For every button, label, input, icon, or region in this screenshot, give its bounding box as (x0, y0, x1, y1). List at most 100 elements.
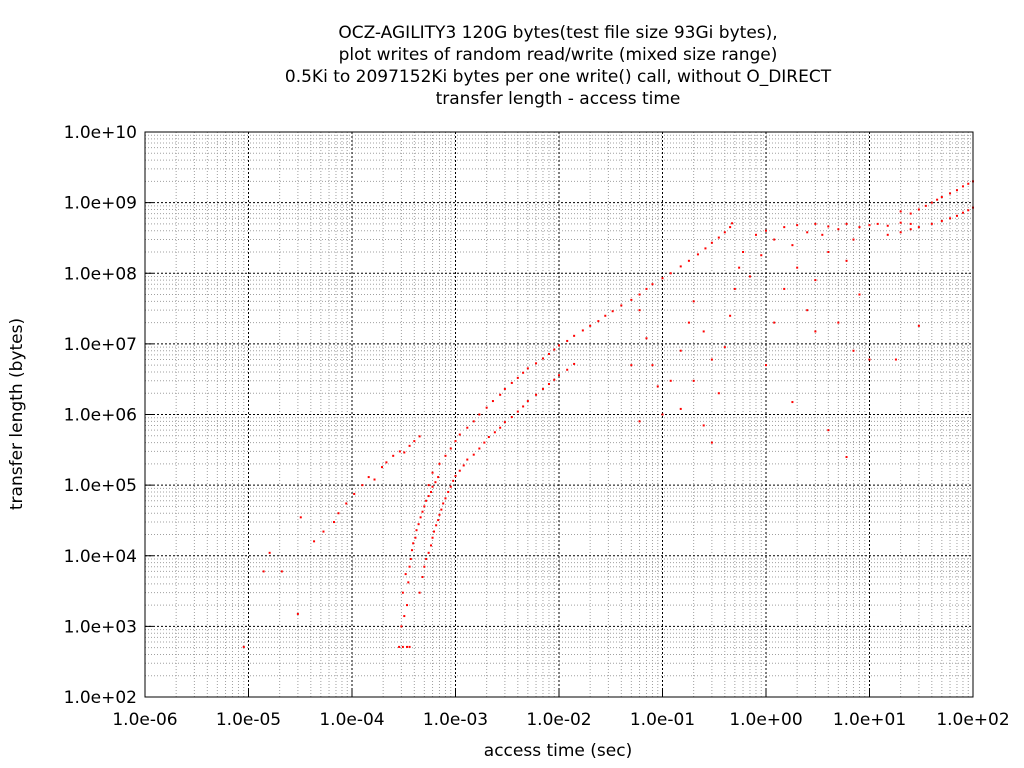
data-point (620, 304, 623, 307)
x-axis-label: access time (sec) (484, 741, 632, 761)
data-point (403, 615, 406, 618)
data-point (503, 387, 506, 390)
data-point (687, 259, 690, 262)
data-point (381, 466, 384, 469)
data-point (796, 224, 799, 227)
data-point (472, 453, 475, 456)
data-point (437, 476, 440, 479)
data-point (454, 440, 457, 443)
data-point (814, 330, 817, 333)
x-tick-label: 1.0e-05 (216, 710, 281, 730)
data-point (345, 502, 348, 505)
y-tick-label: 1.0e+03 (64, 617, 137, 637)
data-point (924, 204, 927, 207)
data-point (645, 287, 648, 290)
data-point (917, 324, 920, 327)
x-tick-label: 1.0e-03 (423, 710, 488, 730)
y-tick-label: 1.0e+06 (64, 406, 137, 426)
data-point (547, 352, 550, 355)
data-point (427, 495, 430, 498)
data-point (723, 231, 726, 234)
data-point (814, 222, 817, 225)
data-point (679, 349, 682, 352)
data-point (806, 231, 809, 234)
data-point (485, 406, 488, 409)
data-point (493, 431, 496, 434)
data-point (280, 570, 283, 573)
data-point (425, 557, 428, 560)
data-point (656, 385, 659, 388)
data-point (814, 279, 817, 282)
data-point (645, 337, 648, 340)
data-point (930, 201, 933, 204)
data-point (431, 536, 434, 539)
data-point (630, 364, 633, 367)
data-point (499, 426, 502, 429)
data-point (414, 536, 417, 539)
data-point (435, 524, 438, 527)
data-point (858, 226, 861, 229)
data-point (447, 490, 450, 493)
data-point (845, 222, 848, 225)
data-point (742, 250, 745, 253)
data-point (367, 476, 370, 479)
y-tick-label: 1.0e+08 (64, 264, 137, 284)
data-point (961, 211, 964, 214)
data-point (430, 544, 433, 547)
data-point (894, 358, 897, 361)
data-point (444, 454, 447, 457)
data-point (827, 429, 830, 432)
y-tick-label: 1.0e+07 (64, 335, 137, 355)
data-point (413, 440, 416, 443)
data-point (692, 379, 695, 382)
data-point (868, 224, 871, 227)
data-point (401, 645, 404, 648)
grid (144, 131, 974, 698)
data-point (955, 214, 958, 217)
data-point (242, 645, 245, 648)
data-point (679, 407, 682, 410)
data-point (322, 530, 325, 533)
data-point (401, 591, 404, 594)
data-point (573, 362, 576, 365)
data-point (547, 383, 550, 386)
data-point (573, 334, 576, 337)
data-point (417, 523, 420, 526)
title-line-4: transfer length - access time (436, 89, 681, 109)
data-point (431, 485, 434, 488)
x-tick-label: 1.0e-06 (112, 710, 177, 730)
data-point (940, 196, 943, 199)
data-point (917, 208, 920, 211)
data-point (313, 540, 316, 543)
data-point (796, 266, 799, 269)
data-point (454, 474, 457, 477)
data-point (783, 287, 786, 290)
data-point (638, 309, 641, 312)
data-point (936, 198, 939, 201)
data-point (738, 266, 741, 269)
data-point (611, 310, 614, 313)
data-point (692, 300, 695, 303)
data-point (535, 362, 538, 365)
data-point (852, 238, 855, 241)
data-point (418, 591, 421, 594)
data-point (710, 441, 713, 444)
data-point (262, 570, 265, 573)
y-axis-ticks: 1.0e+02 1.0e+03 1.0e+04 1.0e+05 1.0e+06 1.0e+… (64, 123, 153, 708)
data-point (748, 275, 751, 278)
data-point (710, 358, 713, 361)
data-point (425, 499, 428, 502)
data-point (483, 441, 486, 444)
data-point (419, 516, 422, 519)
data-point (458, 469, 461, 472)
data-point (406, 645, 409, 648)
y-axis-label: transfer length (bytes) (7, 318, 27, 510)
data-point (407, 581, 410, 584)
data-point (899, 221, 902, 224)
data-point (696, 253, 699, 256)
data-point (754, 233, 757, 236)
data-point (638, 420, 641, 423)
data-point (876, 222, 879, 225)
data-point (909, 228, 912, 231)
